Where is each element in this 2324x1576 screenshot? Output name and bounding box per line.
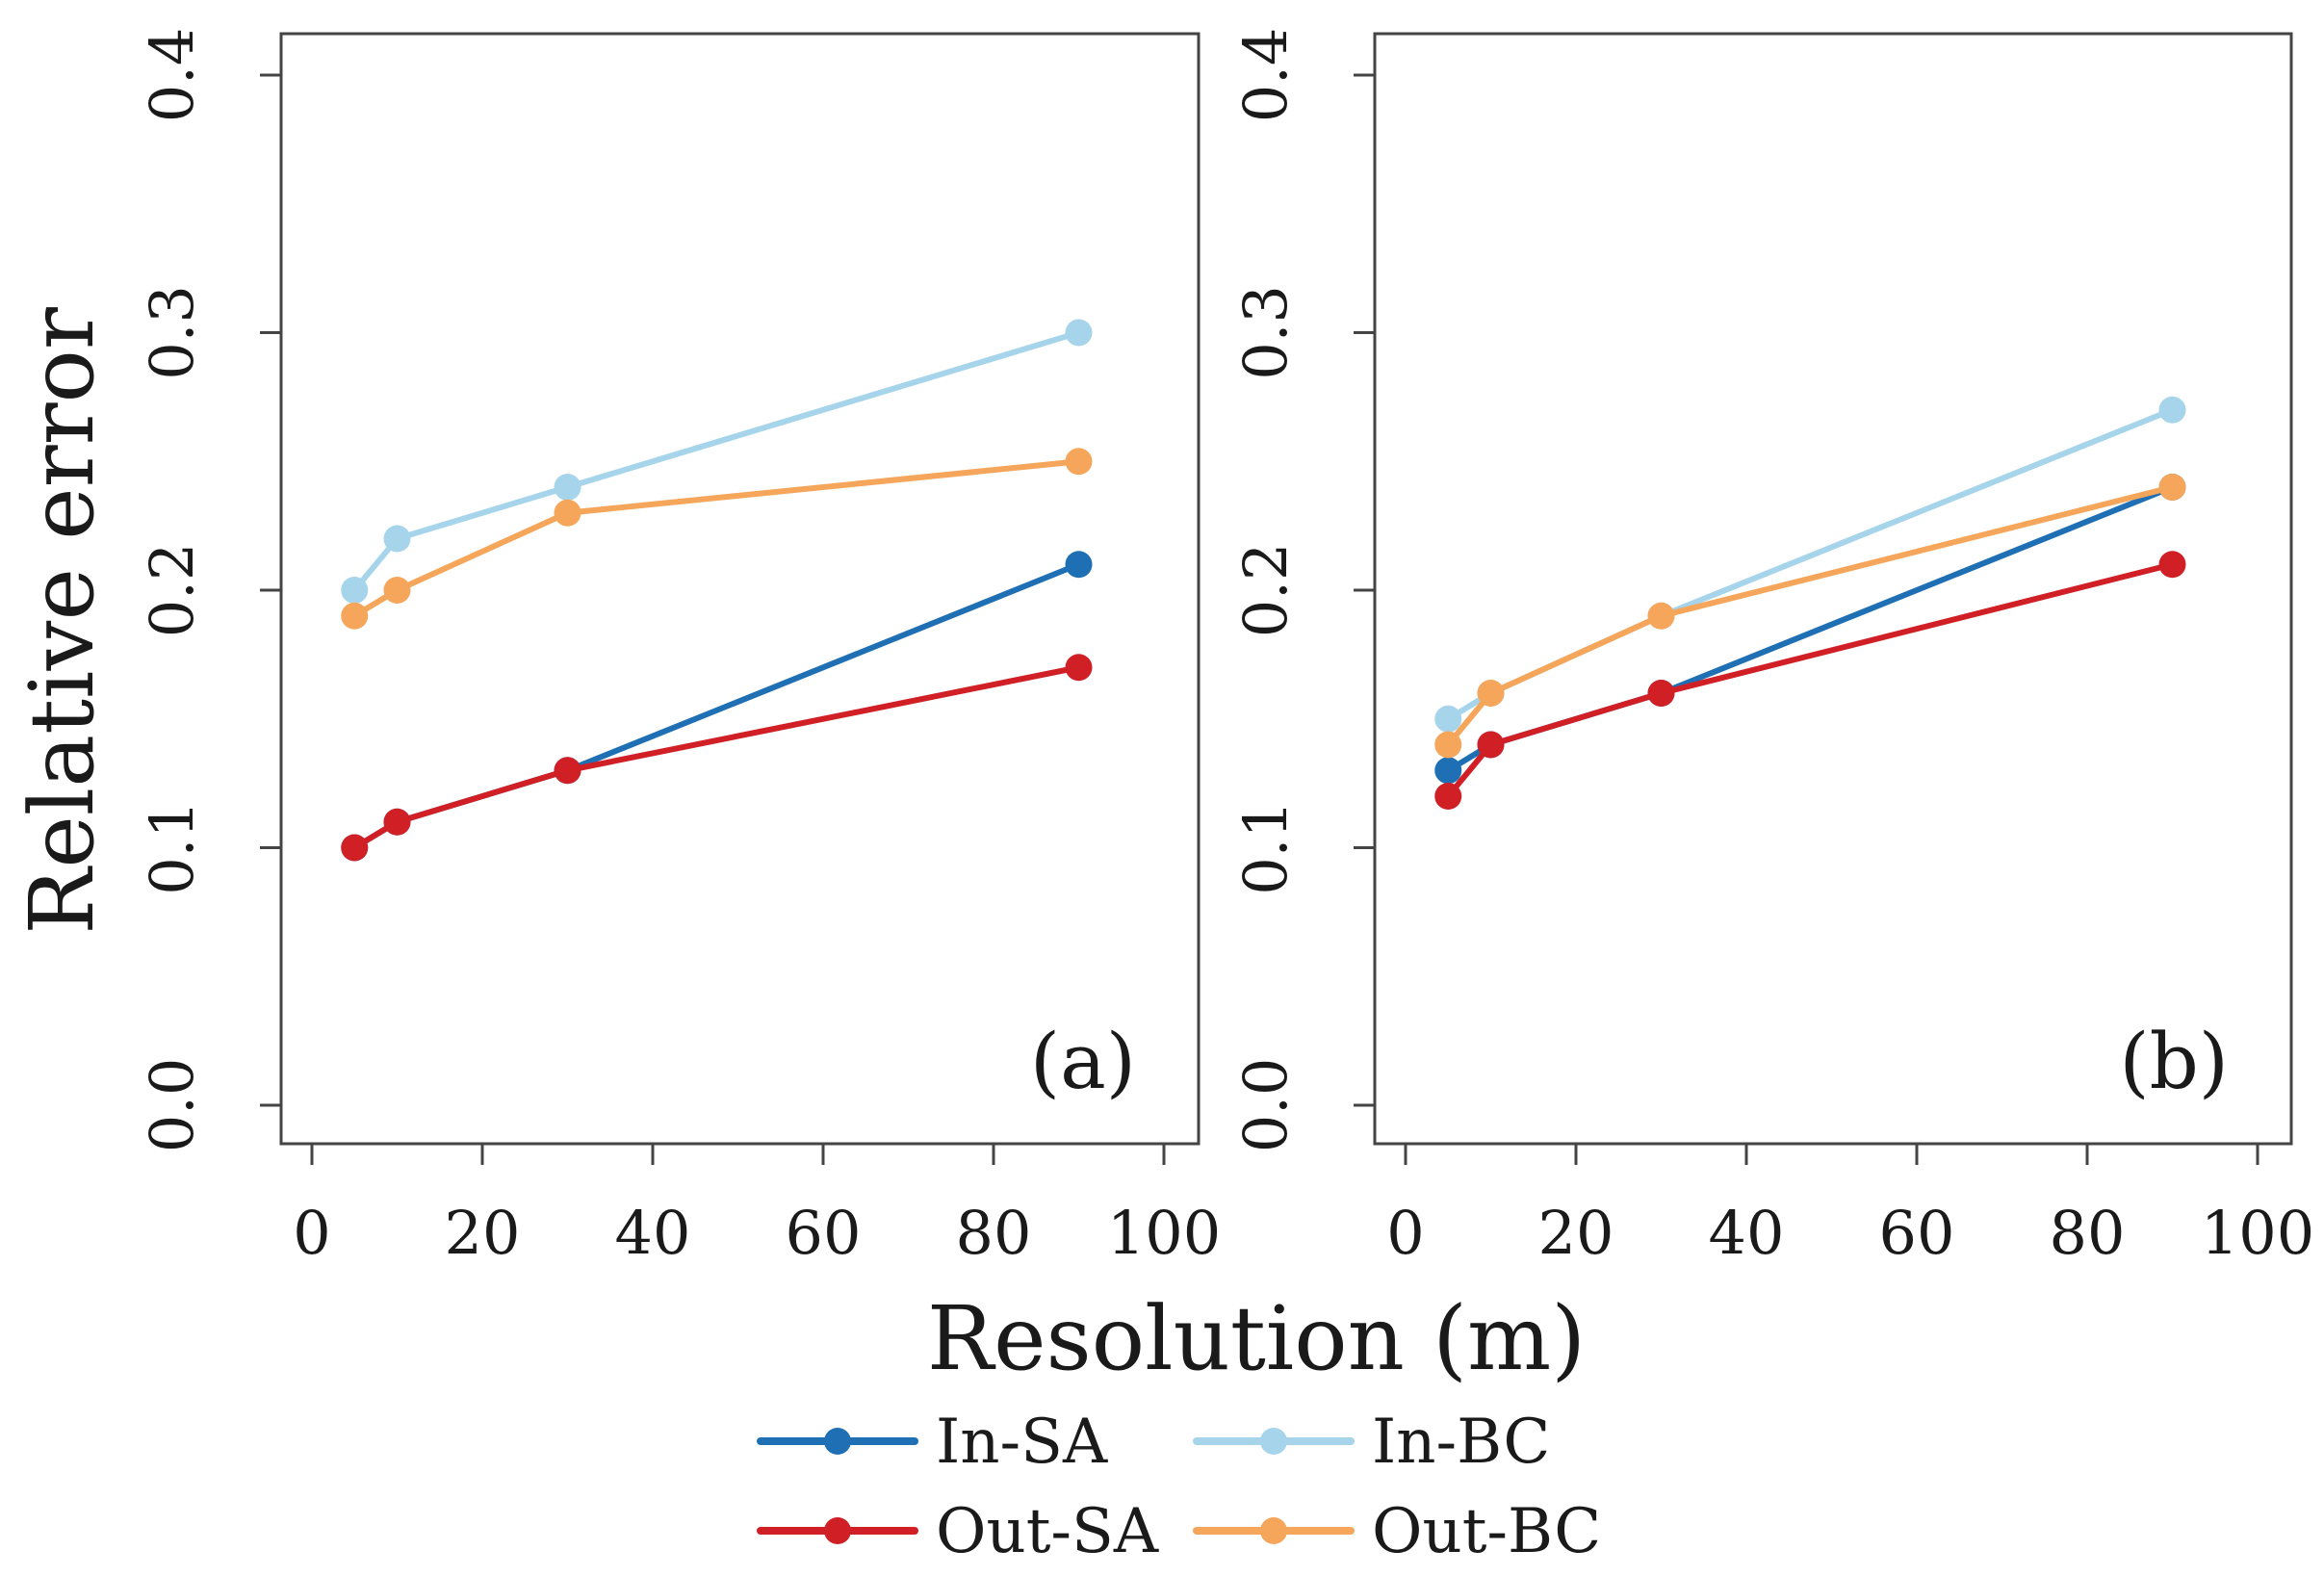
legend-label: In-BC [1372, 1407, 1550, 1478]
data-point-out-sa [1434, 783, 1462, 810]
data-point-in-bc [2158, 396, 2186, 424]
data-point-in-bc [554, 474, 581, 501]
data-point-out-sa [554, 757, 581, 785]
series-line-in-sa [351, 561, 1082, 851]
series-line-in-bc [1445, 406, 2176, 722]
series-line-out-bc [351, 458, 1082, 619]
x-tick-label: 20 [445, 1198, 521, 1268]
x-tick-label: 100 [1107, 1198, 1221, 1268]
series-out-bc [341, 448, 1093, 630]
data-point-in-sa [1434, 757, 1462, 785]
series-out-sa [1434, 551, 2186, 810]
x-tick-label: 80 [2050, 1198, 2126, 1268]
plot-frame [279, 32, 1201, 1146]
y-axis-title: Relative error [11, 307, 114, 935]
y-tick-label: 0.4 [137, 28, 207, 123]
data-point-out-sa [341, 834, 369, 862]
y-tick-label: 0.4 [1230, 28, 1301, 123]
y-tick-label: 0.3 [137, 285, 207, 380]
data-point-out-sa [1477, 731, 1505, 759]
x-tick-label: 0 [1386, 1198, 1424, 1268]
legend-swatch-marker [1260, 1517, 1287, 1544]
series-line-out-sa [351, 664, 1082, 851]
legend-label: Out-BC [1372, 1496, 1601, 1567]
data-point-out-bc [1434, 731, 1462, 759]
data-point-out-sa [1065, 654, 1093, 682]
legend-item-in-bc: In-BC [1193, 1407, 1550, 1478]
legend: In-SA In-BC Out-SA Out-BC [757, 1407, 1601, 1567]
legend-item-out-sa: Out-SA [757, 1496, 1159, 1567]
panels: 0.00.10.20.30.40 20 40 60 80 100(a) 0.00.10.20… [137, 28, 2314, 1268]
y-tick-label: 0.2 [137, 543, 207, 638]
series-line-in-bc [351, 329, 1082, 593]
x-axis-title: Resolution (m) [927, 1287, 1586, 1390]
data-point-out-bc [1477, 680, 1505, 707]
y-tick-label: 0.1 [137, 800, 207, 895]
series-in-sa [341, 551, 1093, 862]
legend-swatch-marker [1260, 1428, 1287, 1455]
data-point-in-sa [1065, 551, 1093, 579]
x-tick-label: 40 [615, 1198, 691, 1268]
data-point-in-bc [341, 577, 369, 604]
data-point-out-sa [2158, 551, 2186, 579]
legend-item-out-bc: Out-BC [1193, 1496, 1601, 1567]
x-tick-label: 60 [1879, 1198, 1955, 1268]
x-tick-label: 0 [293, 1198, 330, 1268]
x-tick-label: 100 [2201, 1198, 2314, 1268]
data-point-out-sa [383, 808, 411, 836]
x-tick-label: 40 [1709, 1198, 1785, 1268]
data-point-out-bc [1065, 448, 1093, 476]
series-in-sa [1434, 474, 2186, 785]
x-tick-label: 80 [956, 1198, 1032, 1268]
series-in-bc [341, 319, 1093, 604]
data-point-out-bc [341, 602, 369, 630]
y-tick-label: 0.0 [137, 1058, 207, 1153]
series-line-in-sa [1445, 484, 2176, 774]
data-point-out-sa [1647, 680, 1675, 707]
plot-frame [1373, 32, 2293, 1146]
y-tick-label: 0.0 [1230, 1058, 1301, 1153]
panel-label: (b) [2119, 1017, 2229, 1106]
y-tick-label: 0.2 [1230, 543, 1301, 638]
data-point-out-bc [2158, 474, 2186, 501]
data-point-in-bc [1065, 319, 1093, 347]
data-point-in-bc [383, 525, 411, 553]
data-point-in-bc [1434, 705, 1462, 733]
series-line-out-sa [1445, 561, 2176, 799]
data-point-out-bc [383, 577, 411, 604]
x-tick-label: 20 [1538, 1198, 1614, 1268]
series-out-bc [1434, 474, 2186, 759]
series-line-out-bc [1445, 484, 2176, 748]
data-point-out-bc [1647, 602, 1675, 630]
data-point-out-bc [554, 499, 581, 527]
panel-a: 0.0 0.1 0.2 0.3 0.4 0 20 40 60 80 100 (a) [137, 28, 1221, 1268]
legend-swatch-marker [824, 1428, 851, 1455]
x-tick-label: 60 [786, 1198, 862, 1268]
legend-item-in-sa: In-SA [757, 1407, 1108, 1478]
series-in-bc [1434, 396, 2186, 733]
y-tick-label: 0.3 [1230, 285, 1301, 380]
panel-label: (a) [1030, 1017, 1136, 1106]
legend-label: Out-SA [936, 1496, 1159, 1567]
legend-swatch-marker [824, 1517, 851, 1544]
y-tick-label: 0.1 [1230, 800, 1301, 895]
series-out-sa [341, 654, 1093, 862]
legend-label: In-SA [936, 1407, 1108, 1478]
panel-b: 0.0 0.1 0.2 0.3 0.4 0 20 40 60 80 100 (b) [1230, 28, 2314, 1268]
